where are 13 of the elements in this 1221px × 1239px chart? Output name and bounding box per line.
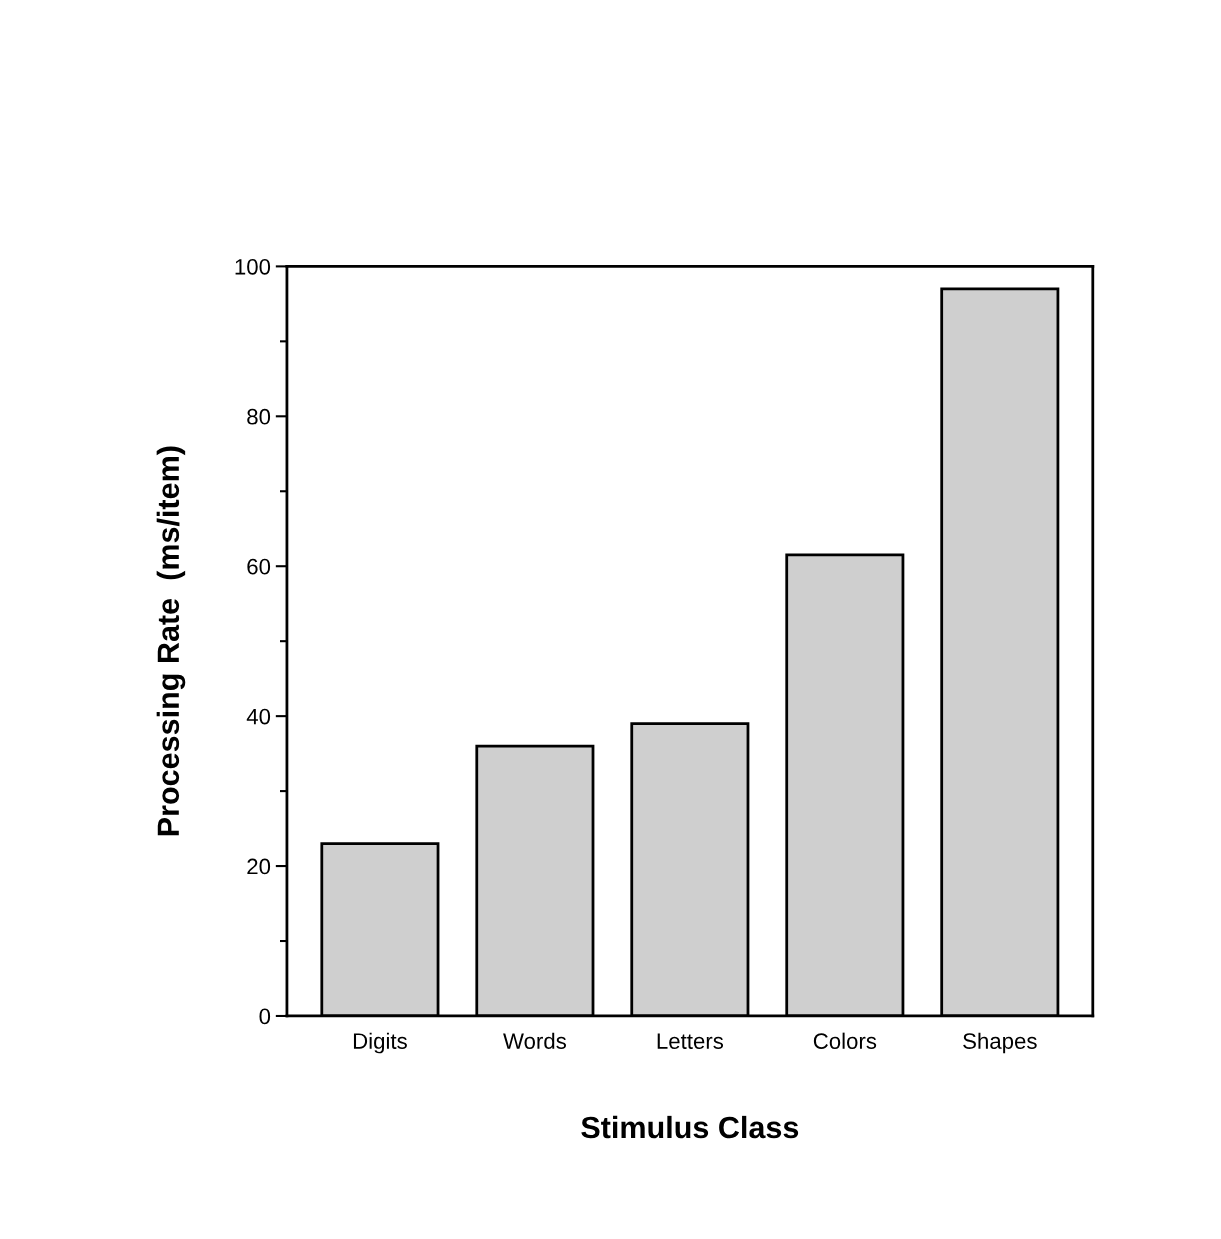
y-tick-label: 80 xyxy=(247,408,271,425)
x-tick-label: Shapes xyxy=(963,1032,1037,1054)
y-tick-label: 100 xyxy=(235,258,271,275)
y-tick-label: 60 xyxy=(247,558,271,575)
y-tick-label: 40 xyxy=(246,708,271,725)
x-tick-label: Colors xyxy=(813,1032,877,1049)
x-tick-label: Words xyxy=(503,1032,566,1049)
x-tick-label: Letters xyxy=(657,1033,724,1049)
y-tick-label: 0 xyxy=(259,1008,271,1025)
x-tick-label: Digits xyxy=(353,1032,407,1054)
y-tick-label: 20 xyxy=(247,858,271,875)
y-axis-title: Processing Rate (ms/item) xyxy=(156,446,186,836)
x-axis-title: Stimulus Class xyxy=(581,1115,799,1139)
